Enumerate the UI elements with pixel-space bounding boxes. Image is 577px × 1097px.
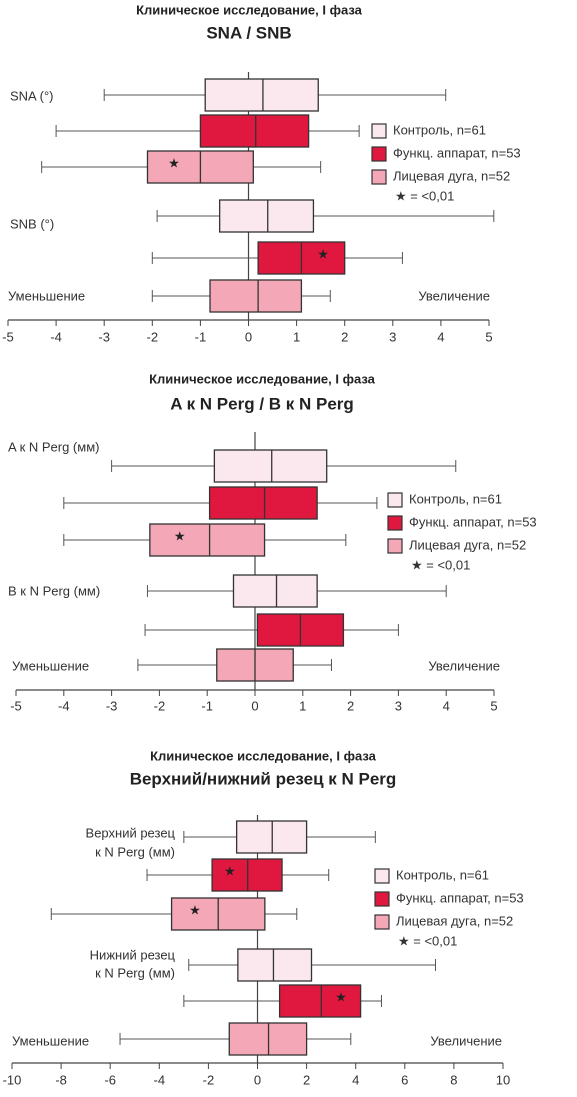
- x-tick-label: -4: [50, 329, 62, 344]
- x-tick-label: 3: [389, 329, 396, 344]
- legend-swatch: [387, 538, 403, 554]
- legend-note: ★ = <0,01: [411, 557, 470, 572]
- x-tick-label: -8: [55, 1072, 67, 1087]
- box: [278, 984, 362, 1018]
- x-tick-label: 4: [352, 1072, 359, 1087]
- x-tick-label: 5: [485, 329, 492, 344]
- legend-label: Контроль, n=61: [396, 867, 489, 882]
- group-label: B к N Perg (мм): [8, 583, 100, 598]
- legend-label: Контроль, n=61: [409, 491, 502, 506]
- legend-swatch: [374, 868, 390, 884]
- legend-swatch: [374, 891, 390, 907]
- x-tick-label: 4: [437, 329, 444, 344]
- group-label: Нижний резец: [90, 947, 176, 962]
- box: [218, 199, 315, 233]
- decrease-label: Уменьшение: [8, 288, 85, 303]
- significance-star: ★: [168, 155, 180, 170]
- legend-swatch: [371, 123, 387, 139]
- x-tick-label: -5: [2, 329, 14, 344]
- group-label: к N Perg (мм): [95, 844, 175, 859]
- x-tick-label: -3: [98, 329, 110, 344]
- x-tick-label: 0: [245, 329, 252, 344]
- legend-label: Лицевая дуга, n=52: [409, 537, 526, 552]
- box: [149, 523, 266, 557]
- legend-label: Лицевая дуга, n=52: [393, 168, 510, 183]
- x-tick-label: 2: [303, 1072, 310, 1087]
- legend-label: Функц. аппарат, n=53: [409, 514, 537, 529]
- x-tick-label: 1: [299, 698, 306, 713]
- box: [213, 449, 328, 483]
- increase-label: Увеличение: [418, 288, 490, 303]
- x-tick-label: 8: [450, 1072, 457, 1087]
- chart-subtitle: A к N Perg / B к N Perg: [170, 394, 354, 413]
- group-label: SNB (°): [10, 216, 54, 231]
- legend-swatch: [371, 146, 387, 162]
- x-tick-label: 2: [341, 329, 348, 344]
- x-tick-label: -4: [154, 1072, 166, 1087]
- significance-star: ★: [174, 528, 186, 543]
- chart-title: Клиническое исследование, I фаза: [136, 2, 363, 17]
- group-label: к N Perg (мм): [95, 965, 175, 980]
- box: [237, 948, 313, 982]
- significance-star: ★: [224, 863, 236, 878]
- x-tick-label: -4: [58, 698, 70, 713]
- significance-star: ★: [335, 989, 347, 1004]
- chart-subtitle: SNA / SNB: [206, 23, 291, 42]
- x-tick-label: -2: [154, 698, 166, 713]
- x-tick-label: 2: [347, 698, 354, 713]
- x-tick-label: -3: [106, 698, 118, 713]
- box: [204, 78, 319, 112]
- x-tick-label: -2: [147, 329, 159, 344]
- x-tick-label: -2: [203, 1072, 215, 1087]
- x-tick-label: 4: [443, 698, 450, 713]
- significance-star: ★: [189, 902, 201, 917]
- x-tick-label: -10: [3, 1072, 22, 1087]
- increase-label: Увеличение: [428, 658, 500, 673]
- chart-subtitle: Верхний/нижний резец к N Perg: [130, 769, 397, 788]
- x-tick-label: -1: [195, 329, 207, 344]
- x-tick-label: 0: [251, 698, 258, 713]
- x-tick-label: -1: [201, 698, 213, 713]
- x-tick-label: 10: [496, 1072, 510, 1087]
- decrease-label: Уменьшение: [12, 658, 89, 673]
- box: [208, 486, 318, 520]
- x-tick-label: 6: [401, 1072, 408, 1087]
- legend-label: Лицевая дуга, n=52: [396, 913, 513, 928]
- decrease-label: Уменьшение: [12, 1033, 89, 1048]
- increase-label: Увеличение: [430, 1033, 502, 1048]
- legend-label: Функц. аппарат, n=53: [396, 890, 524, 905]
- group-label: Верхний резец: [86, 825, 176, 840]
- group-label: A к N Perg (мм): [8, 439, 99, 454]
- x-tick-label: -6: [104, 1072, 116, 1087]
- x-tick-label: -5: [10, 698, 22, 713]
- box: [209, 279, 303, 313]
- legend-note: ★ = <0,01: [395, 188, 454, 203]
- x-tick-label: 0: [254, 1072, 261, 1087]
- significance-star: ★: [317, 246, 329, 261]
- chart-title: Клиническое исследование, I фаза: [149, 371, 376, 386]
- legend-label: Функц. аппарат, n=53: [393, 145, 521, 160]
- legend-swatch: [371, 169, 387, 185]
- box: [199, 114, 310, 148]
- legend-note: ★ = <0,01: [398, 933, 457, 948]
- x-tick-label: 3: [395, 698, 402, 713]
- x-tick-label: 1: [293, 329, 300, 344]
- group-label: SNA (°): [10, 88, 53, 103]
- x-tick-label: 5: [490, 698, 497, 713]
- legend-swatch: [387, 492, 403, 508]
- chart-title: Клиническое исследование, I фаза: [150, 748, 377, 763]
- legend-label: Контроль, n=61: [393, 122, 486, 137]
- legend-swatch: [374, 914, 390, 930]
- box: [232, 574, 318, 608]
- legend-swatch: [387, 515, 403, 531]
